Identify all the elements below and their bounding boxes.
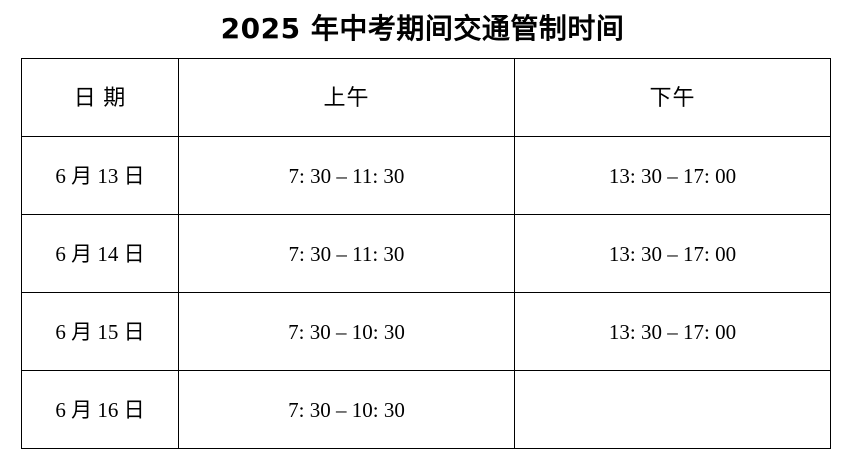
cell-afternoon: 13: 30 – 17: 00 [514, 214, 831, 293]
table-body: 6 月 13 日 7: 30 – 11: 30 13: 30 – 17: 00 … [21, 136, 831, 449]
table-row: 6 月 15 日 7: 30 – 10: 30 13: 30 – 17: 00 [21, 292, 831, 371]
cell-afternoon: 13: 30 – 17: 00 [514, 292, 831, 371]
traffic-control-schedule-table: 日 期 上午 下午 6 月 13 日 7: 30 – 11: 30 13: 30… [21, 58, 831, 449]
column-header-afternoon: 下午 [514, 58, 831, 137]
cell-morning: 7: 30 – 10: 30 [178, 370, 515, 449]
column-header-morning: 上午 [178, 58, 515, 137]
cell-date: 6 月 15 日 [21, 292, 179, 371]
table-header: 日 期 上午 下午 [21, 58, 831, 137]
cell-date: 6 月 13 日 [21, 136, 179, 215]
table-row: 6 月 14 日 7: 30 – 11: 30 13: 30 – 17: 00 [21, 214, 831, 293]
cell-date: 6 月 16 日 [21, 370, 179, 449]
page-title: 2025 年中考期间交通管制时间 [220, 12, 625, 45]
table-row: 6 月 16 日 7: 30 – 10: 30 [21, 370, 831, 449]
cell-afternoon [514, 370, 831, 449]
cell-morning: 7: 30 – 11: 30 [178, 136, 515, 215]
table-row: 6 月 13 日 7: 30 – 11: 30 13: 30 – 17: 00 [21, 136, 831, 215]
cell-date: 6 月 14 日 [21, 214, 179, 293]
cell-afternoon: 13: 30 – 17: 00 [514, 136, 831, 215]
table-header-row: 日 期 上午 下午 [21, 58, 831, 137]
cell-morning: 7: 30 – 11: 30 [178, 214, 515, 293]
cell-morning: 7: 30 – 10: 30 [178, 292, 515, 371]
column-header-date: 日 期 [21, 58, 179, 137]
schedule-table-container: 日 期 上午 下午 6 月 13 日 7: 30 – 11: 30 13: 30… [21, 58, 831, 449]
